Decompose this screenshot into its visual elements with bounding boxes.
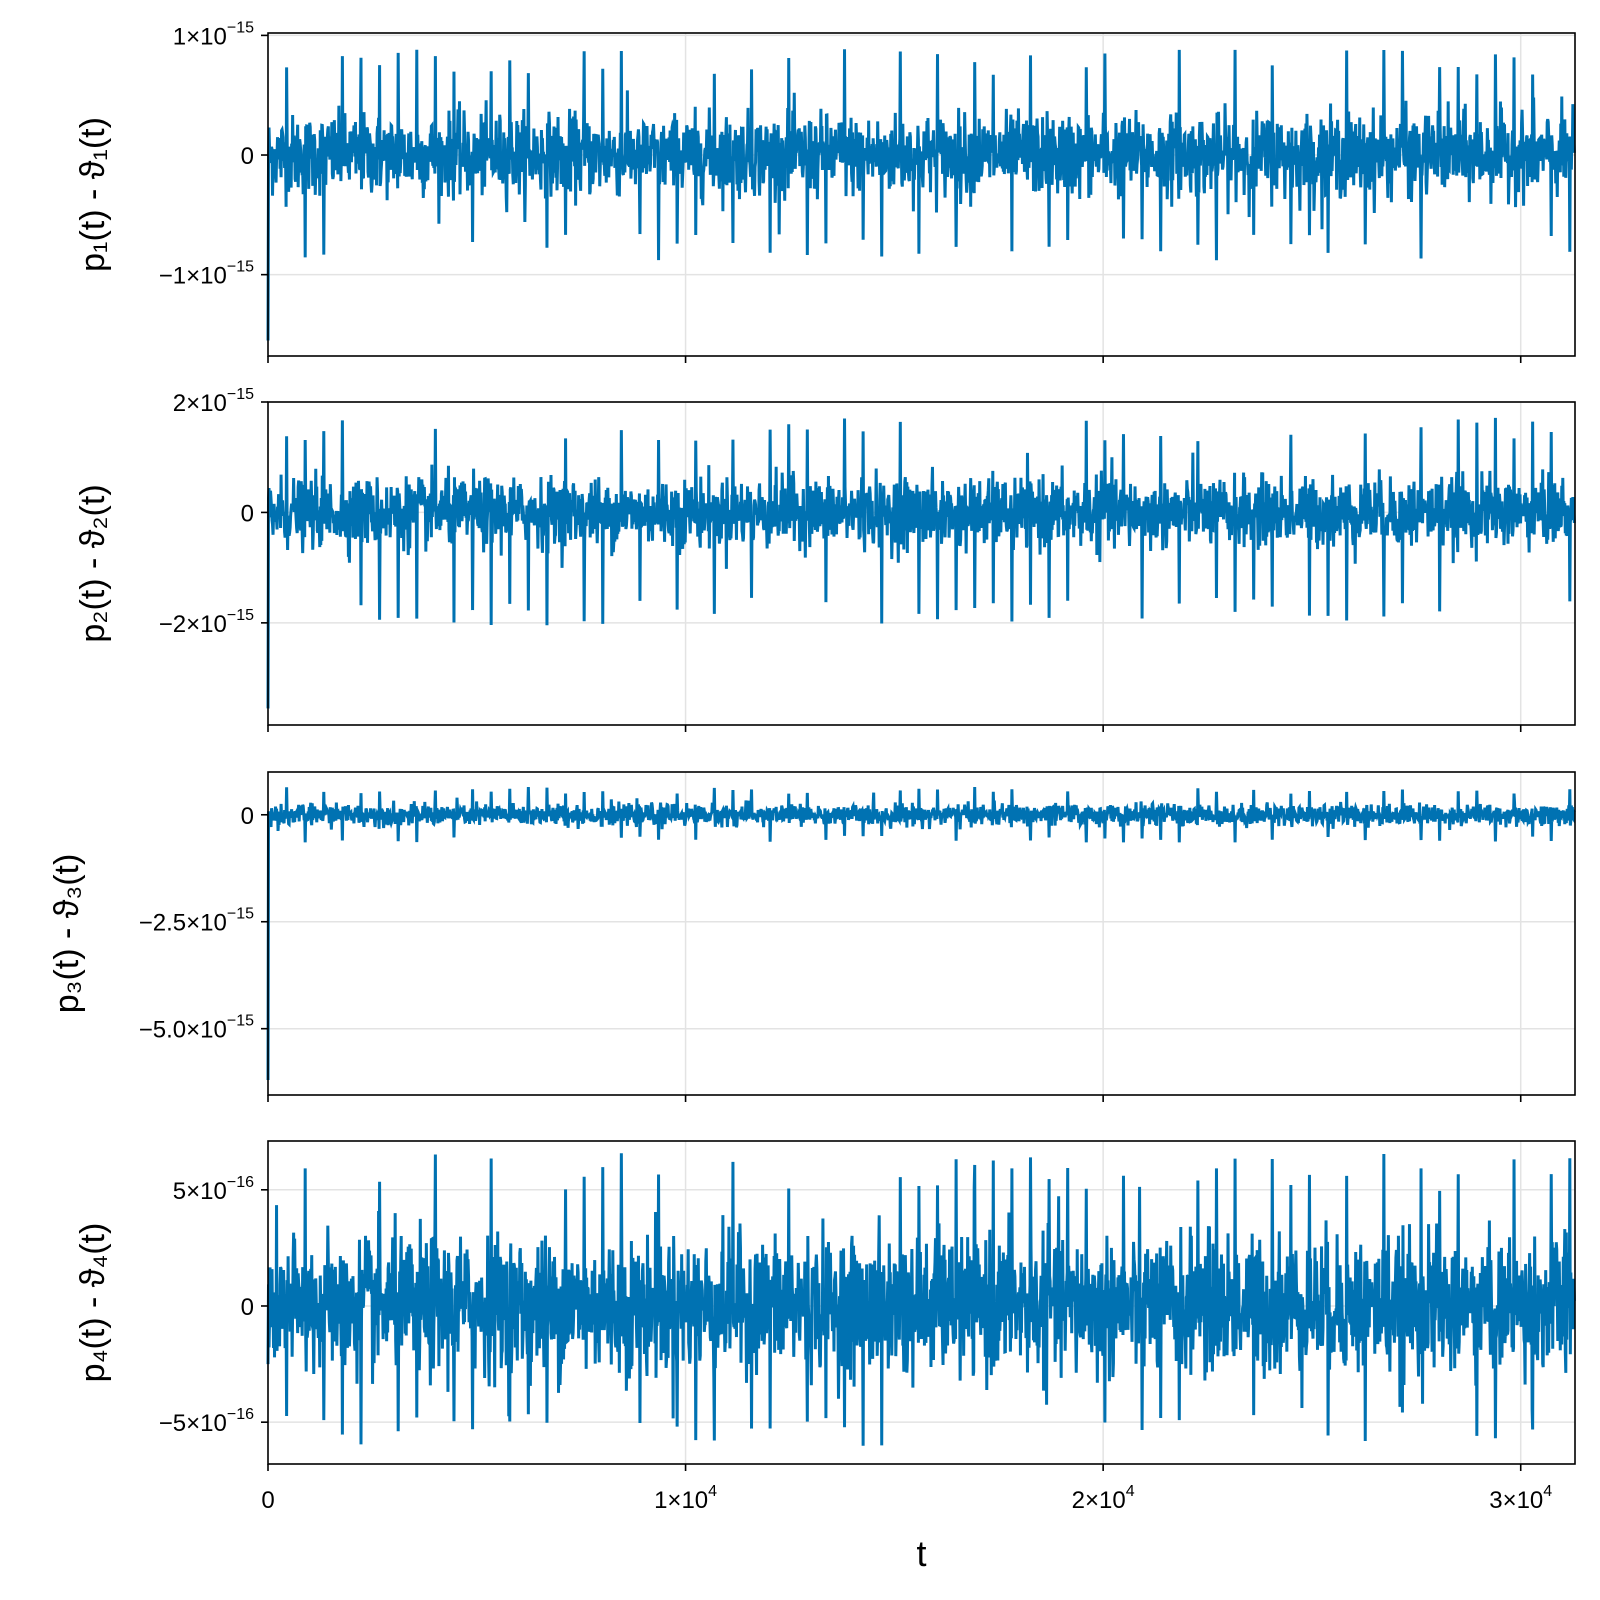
y-tick-label: −2×10−15	[159, 607, 254, 638]
x-tick-label: 2×104	[1072, 1483, 1135, 1514]
series-line	[266, 1153, 1576, 1446]
y-tick-label: 0	[241, 1294, 254, 1321]
x-tick-label: 0	[261, 1487, 274, 1514]
y-tick-label: 0	[241, 500, 254, 527]
y-axis-label: p₄(t) - ϑ₄(t)	[74, 1223, 112, 1383]
y-axis-label: p₂(t) - ϑ₂(t)	[74, 484, 112, 642]
series-line	[266, 417, 1576, 709]
plot-frame	[267, 771, 1576, 1096]
y-tick-label: 0	[241, 803, 254, 830]
panel-4: 5×10−16 0 −5×10−16 0 1×104 2×104 3×104 p₄(t) - …	[74, 1140, 1576, 1574]
series-line	[266, 786, 1576, 1081]
y-axis-label: p₃(t) - ϑ₃(t)	[48, 854, 86, 1014]
y-tick-label: 1×10−15	[173, 19, 254, 50]
x-tick-label: 1×104	[654, 1483, 717, 1514]
y-tick-label: 0	[241, 143, 254, 170]
y-tick-label: 2×10−15	[173, 386, 254, 417]
plot-frame	[267, 1140, 1576, 1465]
series-line	[266, 49, 1576, 341]
y-tick-label: 5×10−16	[173, 1174, 254, 1205]
x-axis-label: t	[916, 1533, 926, 1574]
panel-1: 1×10−15 0 −1×10−15 p₁(t) - ϑ₁(t)	[74, 19, 1576, 363]
panel-2: 2×10−15 0 −2×10−15 p₂(t) - ϑ₂(t)	[74, 386, 1576, 732]
y-axis-label: p₁(t) - ϑ₁(t)	[74, 117, 112, 272]
y-tick-label: −5×10−16	[159, 1406, 254, 1437]
plot-frame	[267, 401, 1576, 726]
y-tick-label: −5.0×10−15	[139, 1013, 254, 1044]
y-tick-label: −1×10−15	[159, 259, 254, 290]
x-tick-label: 3×104	[1489, 1483, 1552, 1514]
y-tick-label: −2.5×10−15	[139, 906, 254, 937]
plot-frame	[267, 32, 1576, 357]
panel-3: 0 −2.5×10−15 −5.0×10−15 p₃(t) - ϑ₃(t)	[48, 771, 1576, 1102]
